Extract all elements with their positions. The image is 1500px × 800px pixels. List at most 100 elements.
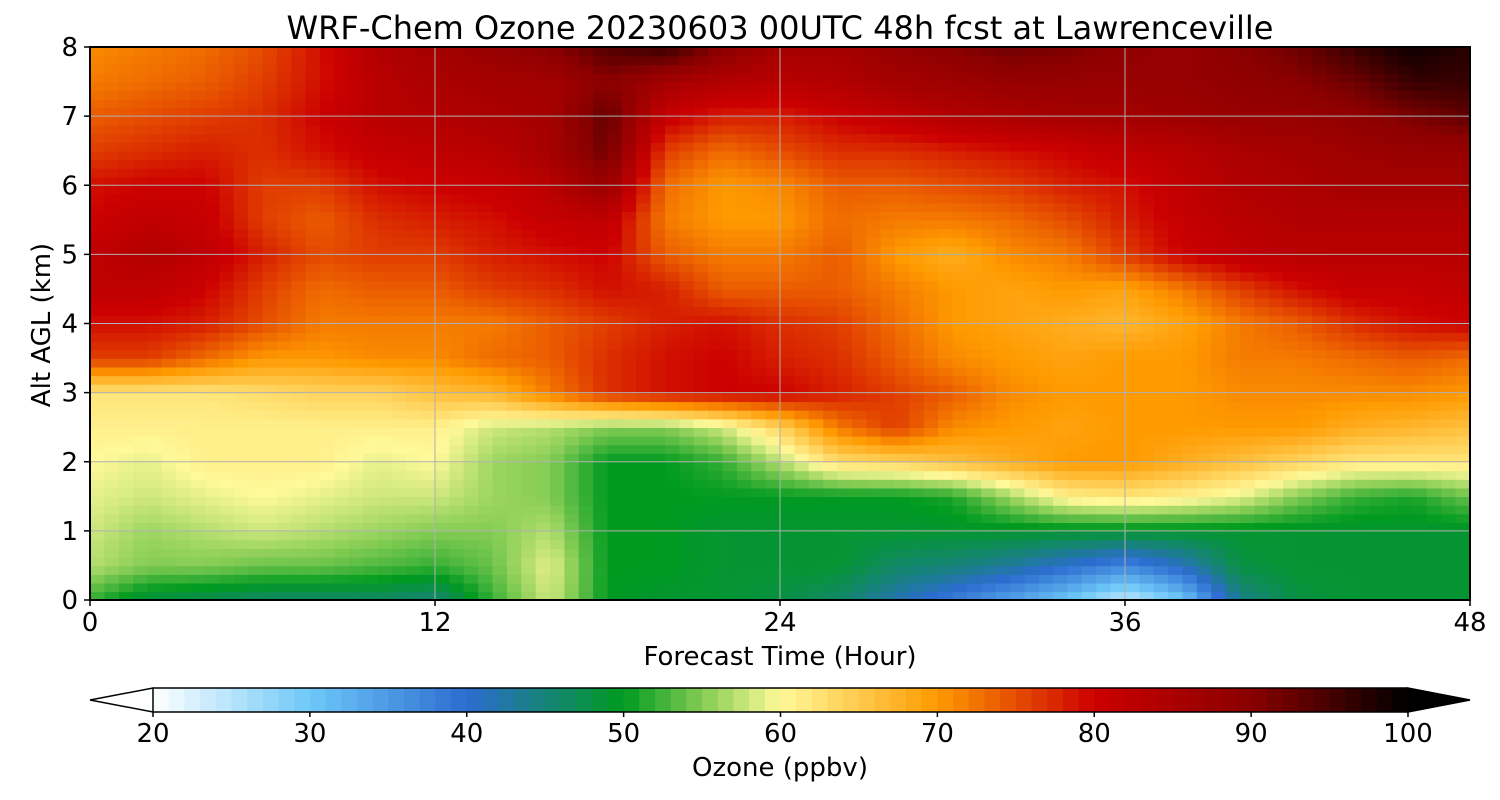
heatmap-cell: [435, 366, 451, 377]
heatmap-cell: [966, 306, 983, 316]
heatmap-cell: [1268, 332, 1284, 342]
heatmap-cell: [593, 340, 609, 351]
heatmap-cell: [851, 237, 868, 247]
heatmap-cell: [406, 513, 422, 524]
heatmap-cell: [636, 461, 652, 472]
heatmap-cell: [1268, 314, 1284, 325]
heatmap-cell: [1254, 254, 1270, 264]
heatmap-cell: [348, 254, 364, 264]
heatmap-cell: [665, 280, 681, 290]
heatmap-cell: [578, 185, 594, 195]
heatmap-cell: [1268, 504, 1284, 515]
heatmap-cell: [305, 271, 321, 282]
heatmap-cell: [1139, 453, 1155, 463]
heatmap-cell: [449, 159, 465, 169]
heatmap-cell: [995, 487, 1011, 498]
heatmap-cell: [449, 323, 465, 333]
heatmap-cell: [1340, 366, 1356, 377]
heatmap-cell: [1297, 280, 1313, 290]
heatmap-cell: [262, 245, 278, 256]
heatmap-cell: [1211, 340, 1227, 351]
heatmap-cell: [291, 167, 307, 178]
heatmap-cell: [1355, 159, 1371, 169]
heatmap-cell: [1168, 522, 1184, 532]
heatmap-cell: [133, 288, 149, 299]
heatmap-cell: [1182, 358, 1198, 368]
heatmap-cell: [1254, 513, 1270, 524]
heatmap-cell: [736, 565, 753, 575]
heatmap-cell: [1125, 297, 1141, 308]
heatmap-cell: [90, 582, 106, 593]
heatmap-cell: [233, 340, 249, 351]
heatmap-cell: [205, 150, 221, 161]
heatmap-cell: [880, 193, 896, 204]
heatmap-cell: [995, 159, 1011, 169]
heatmap-cell: [765, 530, 781, 541]
heatmap-cell: [1096, 401, 1112, 411]
heatmap-cell: [1010, 193, 1026, 204]
heatmap-cell: [966, 574, 983, 584]
heatmap-cell: [765, 375, 781, 385]
heatmap-cell: [449, 401, 465, 411]
heatmap-cell: [607, 228, 623, 238]
heatmap-cell: [276, 280, 293, 290]
heatmap-cell: [377, 254, 393, 264]
heatmap-cell: [1182, 193, 1198, 204]
heatmap-cell: [420, 556, 436, 567]
heatmap-cell: [1038, 211, 1054, 221]
heatmap-cell: [823, 401, 839, 411]
heatmap-cell: [607, 202, 623, 212]
heatmap-cell: [650, 193, 666, 204]
heatmap-cell: [952, 332, 968, 342]
heatmap-cell: [1096, 444, 1112, 454]
heatmap-cell: [1455, 556, 1470, 567]
heatmap-cell: [823, 453, 839, 463]
heatmap-cell: [693, 530, 709, 541]
heatmap-cell: [1297, 548, 1313, 558]
heatmap-cell: [1024, 185, 1040, 195]
heatmap-cell: [751, 245, 767, 256]
heatmap-cell: [679, 461, 695, 472]
heatmap-cell: [248, 530, 264, 541]
heatmap-cell: [895, 418, 911, 428]
heatmap-cell: [262, 401, 278, 411]
heatmap-cell: [1355, 288, 1371, 299]
heatmap-cell: [1383, 271, 1399, 282]
heatmap-cell: [406, 383, 422, 394]
heatmap-cell: [1182, 263, 1198, 273]
heatmap-cell: [291, 211, 307, 221]
heatmap-cell: [1110, 461, 1126, 472]
heatmap-cell: [1096, 591, 1112, 600]
heatmap-cell: [794, 167, 810, 178]
heatmap-cell: [233, 280, 249, 290]
heatmap-cell: [1283, 409, 1299, 420]
heatmap-cell: [751, 479, 767, 489]
heatmap-cell: [348, 461, 364, 472]
heatmap-cell: [751, 323, 767, 333]
heatmap-cell: [1038, 323, 1054, 333]
heatmap-cell: [478, 237, 494, 247]
heatmap-cell: [866, 401, 882, 411]
heatmap-cell: [736, 435, 753, 446]
heatmap-cell: [1311, 150, 1328, 161]
heatmap-cell: [1297, 271, 1313, 282]
heatmap-cell: [1283, 150, 1299, 161]
heatmap-cell: [276, 306, 293, 316]
heatmap-cell: [564, 245, 580, 256]
heatmap-cell: [665, 297, 681, 308]
heatmap-cell: [1081, 349, 1098, 359]
heatmap-cell: [118, 548, 134, 558]
heatmap-cell: [1225, 444, 1241, 454]
heatmap-cell: [866, 323, 882, 333]
heatmap-cell: [1355, 470, 1371, 480]
heatmap-cell: [535, 288, 551, 299]
heatmap-cell: [607, 288, 623, 299]
heatmap-cell: [550, 453, 566, 463]
heatmap-cell: [1153, 591, 1169, 600]
heatmap-cell: [147, 366, 163, 377]
heatmap-cell: [708, 530, 724, 541]
heatmap-cell: [794, 202, 810, 212]
heatmap-cell: [1168, 288, 1184, 299]
heatmap-cell: [363, 176, 379, 187]
heatmap-cell: [391, 522, 408, 532]
